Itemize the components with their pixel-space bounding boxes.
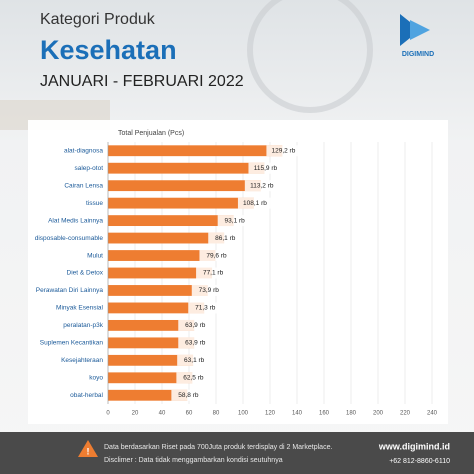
x-tick-label: 180 [346,411,357,417]
y-tick-label: Cairan Lensa [64,182,103,189]
value-label-box [177,354,212,366]
value-label: 108,1 rb [243,200,267,207]
x-tick-label: 60 [186,411,193,417]
bar [108,162,265,174]
y-tick-label: Perawatan Diri Lainnya [36,287,104,294]
bar [108,267,213,279]
value-label: 93,1 rb [225,217,246,224]
stethoscope-decor [247,0,373,113]
y-tick-label: Alat Medis Lainnya [48,217,103,224]
value-label-box [171,389,206,401]
value-label-box [237,197,272,209]
bar [108,232,225,244]
value-label-box [244,180,279,192]
x-tick-label: 140 [292,411,303,417]
y-tick-label: alat-diagnosa [64,147,103,154]
value-label: 73,9 rb [199,287,220,294]
x-tick-label: 220 [400,411,411,417]
x-tick-label: 80 [213,411,220,417]
chart-title: Kesehatan [40,35,177,65]
footer [0,432,474,474]
kicker: Kategori Produk [40,11,156,28]
x-tick-label: 160 [319,411,330,417]
value-label-box [178,337,213,349]
x-tick-label: 240 [427,411,438,417]
x-tick-label: 200 [373,411,384,417]
subtitle: JANUARI - FEBRUARI 2022 [40,73,244,90]
bar [108,215,234,227]
bar [108,250,216,261]
y-tick-label: salep-otot [74,165,103,172]
bar [108,197,254,209]
y-tick-label: Kesejahteraan [61,357,103,364]
bar [108,372,193,384]
value-label: 63,9 rb [185,322,206,329]
bar [108,337,195,349]
y-tick-label: disposable-consumable [35,235,104,242]
y-tick-label: Mulut [87,252,103,259]
value-label: 79,6 rb [206,252,227,259]
value-label-box [176,372,211,384]
value-label-box [191,284,226,296]
y-tick-label: peralatan-p3k [63,322,103,329]
footer-note: Data berdasarkan Riset pada 700Juta prod… [104,444,332,451]
value-label: 62,5 rb [183,375,204,382]
y-tick-label: koyo [89,375,103,382]
value-label-box [266,145,301,157]
value-label: 113,2 rb [250,182,274,189]
bar [108,389,188,401]
value-label: 71,3 rb [195,305,216,312]
value-label-box [248,162,283,174]
value-label: 63,9 rb [185,340,206,347]
axis-title: Total Penjualan (Pcs) [118,130,184,137]
x-tick-label: 120 [265,411,276,417]
bar [108,319,195,331]
bar [108,302,205,314]
logo: DIGIMIND [400,14,434,58]
x-tick-label: 100 [238,411,249,417]
bar [108,180,261,192]
value-label-box [178,319,213,331]
bar [108,354,194,366]
bar [108,285,208,296]
value-label-box [208,232,243,244]
x-tick-label: 40 [159,411,166,417]
y-tick-label: tissue [86,200,103,207]
phone: +62 812-8860-6110 [389,458,450,465]
value-label-box [217,215,252,227]
warning-icon [78,440,98,457]
value-label: 115,9 rb [254,165,278,172]
plot: 0 20 40 60 80 100 120 140 160 180 200 220 240 alat-di… [35,142,438,417]
value-label: 86,1 rb [215,235,236,242]
value-label-box [196,267,231,279]
value-label: 129,2 rb [271,147,295,154]
brand: DIGIMIND [402,51,434,58]
value-label: 77,1 rb [203,270,224,277]
website: www.digimind.id [378,441,450,451]
bar [108,145,283,157]
value-label-box [188,302,223,314]
value-label-box [199,250,234,262]
logo-mark [410,20,430,40]
value-label: 63,1 rb [184,357,205,364]
y-tick-label: Minyak Esensial [56,305,104,312]
y-tick-label: Suplemen Kecantikan [40,340,104,347]
value-label: 58,8 rb [178,392,199,399]
warning-mark: ! [87,446,90,456]
x-tick-label: 0 [106,411,110,417]
x-tick-label: 20 [132,411,139,417]
y-tick-label: obat-herbal [70,392,103,399]
footer-disclaimer: Disclimer : Data tidak menggambarkan kon… [104,457,283,464]
y-tick-label: Diet & Detox [67,270,104,277]
